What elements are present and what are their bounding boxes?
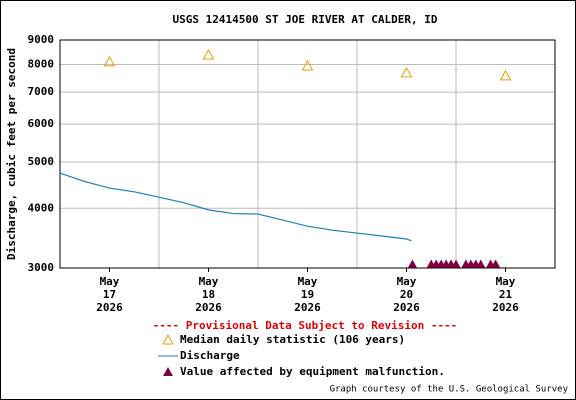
provisional-notice: ---- Provisional Data Subject to Revisio… (153, 319, 458, 332)
median-marker (301, 59, 314, 71)
malfunction-marker (451, 259, 461, 268)
x-tick-label: 21 (499, 288, 513, 301)
chart-title: USGS 12414500 ST JOE RIVER AT CALDER, ID (173, 13, 438, 26)
x-tick-label: 2026 (195, 301, 222, 314)
x-tick-label: 18 (202, 288, 215, 301)
plot-area (60, 40, 555, 268)
median-marker (400, 66, 413, 78)
x-tick-label: May (397, 275, 417, 288)
y-tick-label: 9000 (28, 33, 55, 46)
malfunction-marker (407, 259, 417, 268)
x-tick-label: 20 (400, 288, 413, 301)
x-tick-label: 2026 (393, 301, 420, 314)
plot-border (59, 39, 556, 269)
x-tick-label: May (199, 275, 219, 288)
median-marker (499, 69, 512, 81)
legend-symbol (162, 333, 174, 345)
x-tick-label: 2026 (294, 301, 321, 314)
y-tick-label: 8000 (28, 57, 55, 70)
x-tick-label: 17 (103, 288, 116, 301)
credit: Graph courtesy of the U.S. Geological Su… (330, 385, 569, 395)
legend-label: Value affected by equipment malfunction. (180, 365, 445, 378)
y-tick-label: 4000 (28, 201, 55, 214)
median-marker (202, 49, 215, 60)
legend-label: Discharge (180, 349, 240, 362)
x-tick-label: May (100, 275, 120, 288)
median-marker (103, 55, 116, 67)
x-tick-label: 2026 (492, 301, 519, 314)
y-tick-label: 5000 (28, 155, 55, 168)
legend-label: Median daily statistic (106 years) (180, 333, 405, 346)
x-tick-label: May (298, 275, 318, 288)
malfunction-marker (491, 259, 501, 268)
y-tick-label: 7000 (28, 85, 55, 98)
malfunction-marker (476, 259, 486, 268)
discharge-line (59, 172, 412, 242)
legend-symbol (163, 367, 173, 376)
y-tick-label: 6000 (28, 117, 55, 130)
y-axis-label: Discharge, cubic feet per second (5, 48, 18, 260)
y-tick-label: 3000 (28, 261, 55, 274)
x-tick-label: 2026 (96, 301, 123, 314)
x-tick-label: May (496, 275, 516, 288)
x-tick-label: 19 (301, 288, 314, 301)
